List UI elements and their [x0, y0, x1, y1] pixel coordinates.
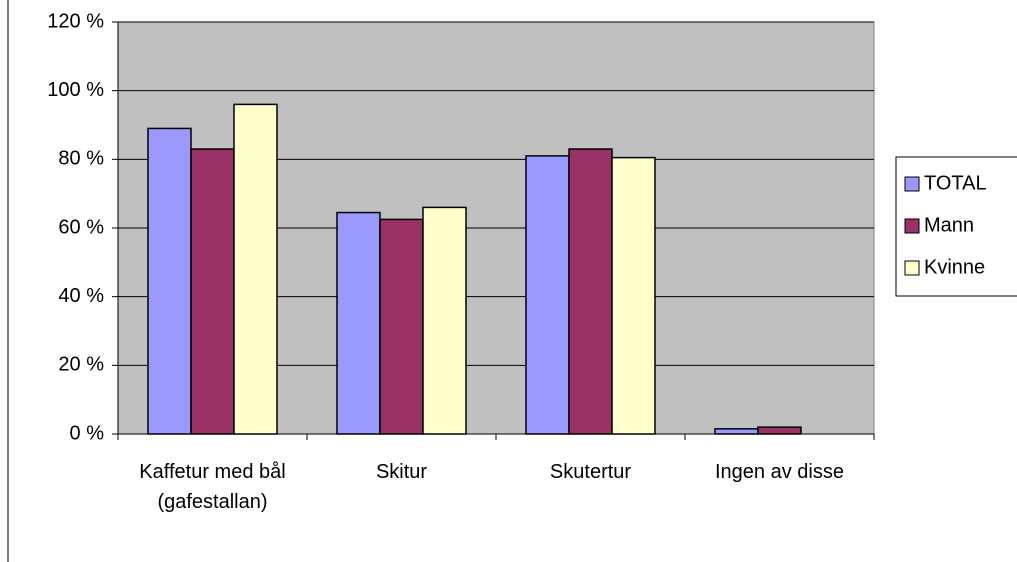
bar	[379, 218, 424, 435]
bar	[714, 428, 759, 435]
legend-swatch	[904, 176, 920, 192]
x-tick-label: Ingen av disse	[715, 461, 844, 483]
legend-label: Kvinne	[924, 256, 985, 278]
bar	[568, 148, 613, 435]
legend-swatch	[904, 218, 920, 234]
bar	[611, 156, 656, 435]
x-tick-label: Kaffetur med bål (gafestallan)	[139, 461, 286, 513]
y-tick-label: 40 %	[58, 285, 104, 307]
bar	[757, 426, 802, 435]
bar	[422, 206, 467, 435]
y-tick-label: 100 %	[47, 79, 104, 101]
legend-swatch	[904, 260, 920, 276]
y-tick-label: 0 %	[70, 422, 105, 444]
y-tick-label: 60 %	[58, 216, 104, 238]
y-tick-label: 80 %	[58, 148, 104, 170]
bar	[147, 127, 192, 435]
legend-label: Mann	[924, 214, 974, 236]
bar	[233, 103, 278, 435]
bar	[336, 211, 381, 435]
legend-label: TOTAL	[924, 172, 987, 194]
x-tick-label: Skitur	[375, 461, 428, 483]
x-tick-label: Skutertur	[549, 461, 632, 483]
bar	[190, 148, 235, 435]
y-tick-label: 20 %	[58, 354, 104, 376]
bar	[525, 155, 570, 435]
y-tick-label: 120 %	[47, 10, 104, 32]
